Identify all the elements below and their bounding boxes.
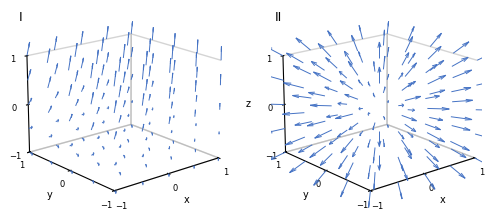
Y-axis label: y: y <box>302 190 308 200</box>
X-axis label: x: x <box>438 195 444 205</box>
Y-axis label: y: y <box>46 190 52 200</box>
Text: I: I <box>19 11 23 24</box>
Text: II: II <box>275 11 282 24</box>
X-axis label: x: x <box>183 195 188 205</box>
